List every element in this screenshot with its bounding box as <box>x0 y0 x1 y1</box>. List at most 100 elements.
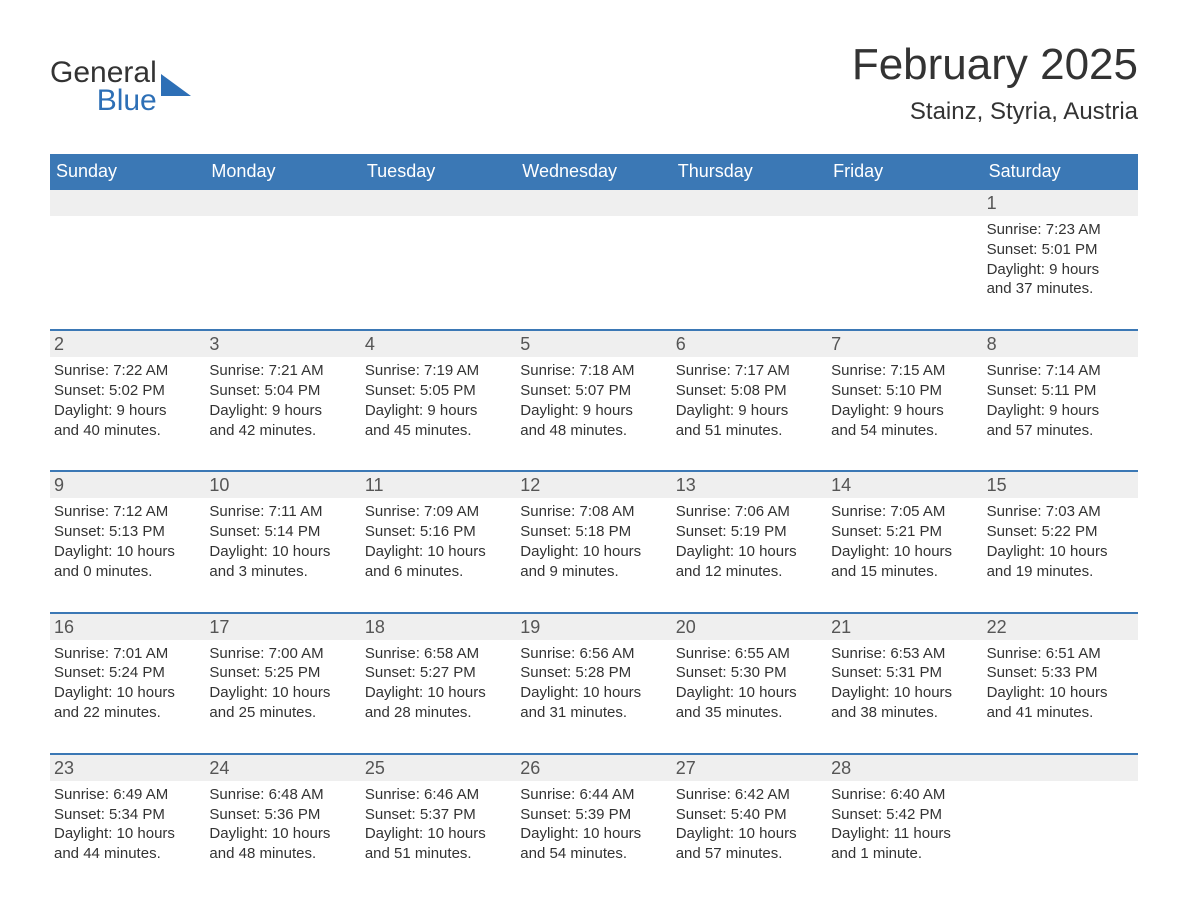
day-cell: 13Sunrise: 7:06 AMSunset: 5:19 PMDayligh… <box>672 472 827 585</box>
day-cell: 24Sunrise: 6:48 AMSunset: 5:36 PMDayligh… <box>205 755 360 868</box>
d1-line: Daylight: 10 hours <box>676 683 823 703</box>
day-of-week-cell: Friday <box>827 154 982 190</box>
day-number <box>50 190 205 216</box>
day-cell: 15Sunrise: 7:03 AMSunset: 5:22 PMDayligh… <box>983 472 1138 585</box>
sunset-line: Sunset: 5:28 PM <box>520 663 667 683</box>
d2-line: and 25 minutes. <box>209 703 356 723</box>
d1-line: Daylight: 10 hours <box>831 683 978 703</box>
d1-line: Daylight: 9 hours <box>987 401 1134 421</box>
sunset-line: Sunset: 5:05 PM <box>365 381 512 401</box>
d2-line: and 57 minutes. <box>676 844 823 864</box>
d2-line: and 51 minutes. <box>676 421 823 441</box>
d2-line: and 48 minutes. <box>520 421 667 441</box>
day-cell: 5 Sunrise: 7:18 AMSunset: 5:07 PMDaylight… <box>516 331 671 444</box>
day-cell: 12Sunrise: 7:08 AMSunset: 5:18 PMDayligh… <box>516 472 671 585</box>
day-details: Sunrise: 6:51 AMSunset: 5:33 PMDaylight:… <box>987 644 1134 723</box>
sunset-line: Sunset: 5:22 PM <box>987 522 1134 542</box>
d1-line: Daylight: 11 hours <box>831 824 978 844</box>
day-details: Sunrise: 7:22 AMSunset: 5:02 PMDaylight:… <box>54 361 201 440</box>
sunset-line: Sunset: 5:11 PM <box>987 381 1134 401</box>
day-number: 27 <box>672 755 827 781</box>
d2-line: and 15 minutes. <box>831 562 978 582</box>
day-details: Sunrise: 7:21 AMSunset: 5:04 PMDaylight:… <box>209 361 356 440</box>
logo-word2: Blue <box>50 86 157 116</box>
sunset-line: Sunset: 5:39 PM <box>520 805 667 825</box>
day-cell: 11Sunrise: 7:09 AMSunset: 5:16 PMDayligh… <box>361 472 516 585</box>
day-cell <box>516 190 671 303</box>
d2-line: and 22 minutes. <box>54 703 201 723</box>
day-cell <box>672 190 827 303</box>
day-number: 14 <box>827 472 982 498</box>
d1-line: Daylight: 9 hours <box>209 401 356 421</box>
day-details: Sunrise: 7:00 AMSunset: 5:25 PMDaylight:… <box>209 644 356 723</box>
sunrise-line: Sunrise: 6:51 AM <box>987 644 1134 664</box>
day-cell: 18Sunrise: 6:58 AMSunset: 5:27 PMDayligh… <box>361 614 516 727</box>
day-number: 22 <box>983 614 1138 640</box>
sunrise-line: Sunrise: 7:03 AM <box>987 502 1134 522</box>
sunset-line: Sunset: 5:07 PM <box>520 381 667 401</box>
d1-line: Daylight: 9 hours <box>365 401 512 421</box>
week-row: 9Sunrise: 7:12 AMSunset: 5:13 PMDaylight… <box>50 470 1138 585</box>
sunset-line: Sunset: 5:40 PM <box>676 805 823 825</box>
day-number: 2 <box>50 331 205 357</box>
day-number: 19 <box>516 614 671 640</box>
d2-line: and 57 minutes. <box>987 421 1134 441</box>
d2-line: and 51 minutes. <box>365 844 512 864</box>
day-cell <box>827 190 982 303</box>
day-of-week-cell: Monday <box>205 154 360 190</box>
day-cell <box>50 190 205 303</box>
d2-line: and 48 minutes. <box>209 844 356 864</box>
day-number: 25 <box>361 755 516 781</box>
d1-line: Daylight: 10 hours <box>676 542 823 562</box>
logo-text: General Blue <box>50 58 157 116</box>
day-number: 8 <box>983 331 1138 357</box>
sunrise-line: Sunrise: 7:11 AM <box>209 502 356 522</box>
logo: General Blue <box>50 58 191 116</box>
day-cell: 23Sunrise: 6:49 AMSunset: 5:34 PMDayligh… <box>50 755 205 868</box>
day-number: 9 <box>50 472 205 498</box>
sunset-line: Sunset: 5:14 PM <box>209 522 356 542</box>
d1-line: Daylight: 9 hours <box>520 401 667 421</box>
day-details: Sunrise: 7:01 AMSunset: 5:24 PMDaylight:… <box>54 644 201 723</box>
sunset-line: Sunset: 5:04 PM <box>209 381 356 401</box>
d2-line: and 3 minutes. <box>209 562 356 582</box>
day-number: 3 <box>205 331 360 357</box>
day-cell: 14Sunrise: 7:05 AMSunset: 5:21 PMDayligh… <box>827 472 982 585</box>
d1-line: Daylight: 10 hours <box>987 542 1134 562</box>
d1-line: Daylight: 10 hours <box>209 683 356 703</box>
header: General Blue February 2025 Stainz, Styri… <box>50 40 1138 150</box>
sunrise-line: Sunrise: 6:58 AM <box>365 644 512 664</box>
sunset-line: Sunset: 5:21 PM <box>831 522 978 542</box>
d2-line: and 40 minutes. <box>54 421 201 441</box>
sunrise-line: Sunrise: 7:22 AM <box>54 361 201 381</box>
d1-line: Daylight: 9 hours <box>831 401 978 421</box>
day-number: 5 <box>516 331 671 357</box>
d2-line: and 12 minutes. <box>676 562 823 582</box>
sunset-line: Sunset: 5:25 PM <box>209 663 356 683</box>
day-number: 10 <box>205 472 360 498</box>
sunrise-line: Sunrise: 7:18 AM <box>520 361 667 381</box>
sunrise-line: Sunrise: 6:49 AM <box>54 785 201 805</box>
sunrise-line: Sunrise: 6:44 AM <box>520 785 667 805</box>
day-number: 7 <box>827 331 982 357</box>
d1-line: Daylight: 10 hours <box>365 824 512 844</box>
sunrise-line: Sunrise: 7:23 AM <box>987 220 1134 240</box>
sunset-line: Sunset: 5:30 PM <box>676 663 823 683</box>
week-row: 1Sunrise: 7:23 AMSunset: 5:01 PMDaylight… <box>50 190 1138 303</box>
day-cell: 1Sunrise: 7:23 AMSunset: 5:01 PMDaylight… <box>983 190 1138 303</box>
sunset-line: Sunset: 5:42 PM <box>831 805 978 825</box>
day-details: Sunrise: 6:49 AMSunset: 5:34 PMDaylight:… <box>54 785 201 864</box>
d2-line: and 38 minutes. <box>831 703 978 723</box>
sunset-line: Sunset: 5:36 PM <box>209 805 356 825</box>
week-row: 2 Sunrise: 7:22 AMSunset: 5:02 PMDaylight… <box>50 329 1138 444</box>
sunrise-line: Sunrise: 7:19 AM <box>365 361 512 381</box>
day-cell: 17Sunrise: 7:00 AMSunset: 5:25 PMDayligh… <box>205 614 360 727</box>
day-number <box>672 190 827 216</box>
day-of-week-cell: Tuesday <box>361 154 516 190</box>
day-details: Sunrise: 6:56 AMSunset: 5:28 PMDaylight:… <box>520 644 667 723</box>
d2-line: and 35 minutes. <box>676 703 823 723</box>
sunset-line: Sunset: 5:16 PM <box>365 522 512 542</box>
day-details: Sunrise: 7:23 AMSunset: 5:01 PMDaylight:… <box>987 220 1134 299</box>
d1-line: Daylight: 10 hours <box>54 683 201 703</box>
day-cell: 22 Sunrise: 6:51 AMSunset: 5:33 PMDayligh… <box>983 614 1138 727</box>
